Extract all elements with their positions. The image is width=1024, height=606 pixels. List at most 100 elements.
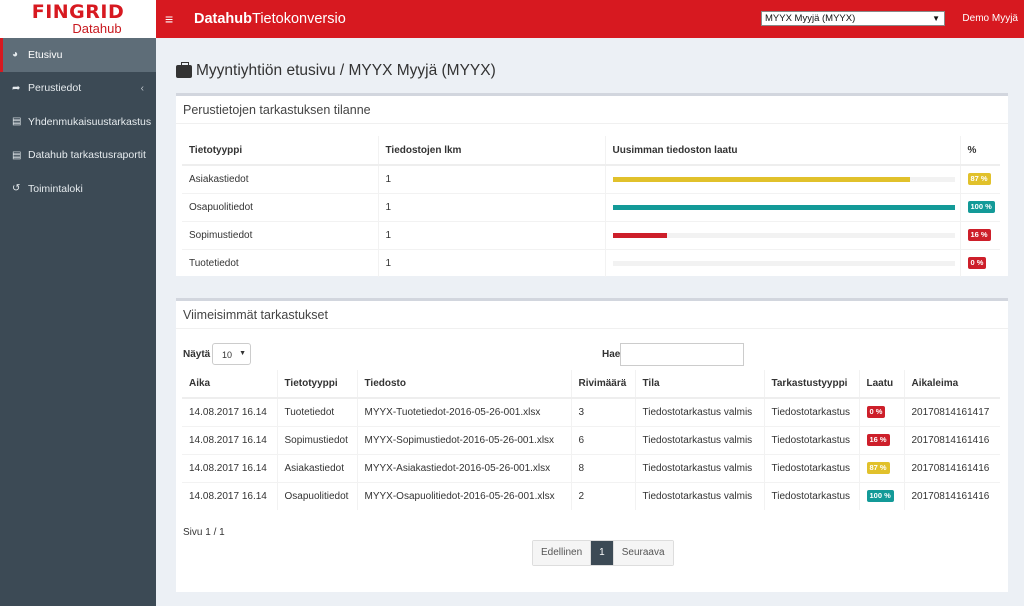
status-box-title: Perustietojen tarkastuksen tilanne [176,96,1008,124]
user-menu[interactable]: Demo Myyjä [962,13,1018,24]
status-type: Tuotetiedot [182,248,378,277]
status-quality-cell [604,164,960,193]
col-header-aika[interactable]: Aika [182,370,277,399]
quality-progress-fill [612,204,955,210]
col-header-percent: % [959,136,1000,166]
company-select[interactable]: MYYX Myyjä (MYYX) ▼ [761,11,945,26]
sidebar-item-perustiedot[interactable]: ➦ Perustiedot ‹ [0,72,156,106]
cell-tiedosto: MYYX-Osapuolitiedot-2016-05-26-001.xlsx [356,481,571,510]
quality-badge: 100 % [866,490,894,503]
fingrid-logo[interactable]: FINGRID Datahub [0,0,156,38]
status-type: Sopimustiedot [182,220,378,249]
quality-badge: 16 % [967,229,991,241]
quality-progress-bar [612,232,955,238]
recent-checks-box: Viimeisimmät tarkastukset Näytä 10 ▼ Hae… [176,298,1008,592]
hamburger-icon[interactable]: ≡ [165,11,174,27]
recent-checks-table: Aika Tietotyyppi Tiedosto Rivimäärä Tila… [182,370,1000,510]
cell-tarkastustyyppi: Tiedostotarkastus [763,397,859,426]
cell-tarkastustyyppi: Tiedostotarkastus [763,425,859,454]
status-quality-cell [604,248,960,277]
pagination-next-button[interactable]: Seuraava [613,541,673,565]
status-count: 1 [377,220,605,249]
status-table: Tietotyyppi Tiedostojen lkm Uusimman tie… [182,136,1000,277]
status-row: Sopimustiedot 1 16 % [182,220,1000,249]
search-input[interactable] [620,343,744,366]
cell-tila: Tiedostotarkastus valmis [634,453,764,482]
col-header-aikaleima[interactable]: Aikaleima [903,370,1000,399]
sidebar-item-datahub-tarkastusraportit[interactable]: ▤ Datahub tarkastusraportit [0,139,156,173]
col-header-rivimaara[interactable]: Rivimäärä [570,370,635,399]
quality-badge: 87 % [967,173,991,186]
cell-rivimaara: 3 [570,397,635,426]
cell-tiedosto: MYYX-Sopimustiedot-2016-05-26-001.xlsx [356,425,571,454]
quality-badge: 87 % [866,462,890,474]
cell-laatu: 16 % [858,425,904,454]
status-count: 1 [377,164,605,193]
share-icon: ➦ [12,82,21,94]
cell-tila: Tiedostotarkastus valmis [634,481,764,510]
page-size-value: 10 [222,350,233,360]
sidebar-item-etusivu[interactable]: ◕ Etusivu [0,38,156,72]
table-row: 14.08.2017 16.14 Osapuolitiedot MYYX-Osapu… [182,481,1000,510]
cell-rivimaara: 8 [570,453,635,482]
cell-laatu: 0 % [858,397,904,426]
quality-badge: 16 % [866,434,890,446]
cell-aika: 14.08.2017 16.14 [182,481,277,510]
status-quality-cell [604,220,960,249]
logo-subtext: Datahub [72,21,122,36]
cell-tiedosto: MYYX-Tuotetiedot-2016-05-26-001.xlsx [356,397,571,426]
status-percent-cell: 87 % [959,164,1000,193]
cell-aikaleima: 20170814161416 [903,425,1000,454]
page-info: Sivu 1 / 1 [183,527,225,538]
app-title: DatahubTietokonversio [194,11,346,27]
cell-aikaleima: 20170814161416 [903,453,1000,482]
table-row: 14.08.2017 16.14 Sopimustiedot MYYX-Sopimu… [182,425,1000,454]
col-header-tarkastustyyppi[interactable]: Tarkastustyyppi [763,370,859,399]
page-size-select[interactable]: 10 ▼ [212,343,251,365]
col-header-tiedosto[interactable]: Tiedosto [356,370,571,399]
cell-aikaleima: 20170814161416 [903,481,1000,510]
page-title-text: Myyntiyhtiön etusivu / MYYX Myyjä (MYYX) [196,62,496,79]
table-row: 14.08.2017 16.14 Tuotetiedot MYYX-Tuotetie… [182,397,1000,426]
page-title: Myyntiyhtiön etusivu / MYYX Myyjä (MYYX) [176,61,496,80]
quality-badge: 100 % [967,201,995,213]
cell-laatu: 87 % [858,453,904,482]
quality-badge: 0 % [866,406,886,419]
pagination-page-1[interactable]: 1 [590,541,614,565]
cell-tiedosto: MYYX-Asiakastiedot-2016-05-26-001.xlsx [356,453,571,482]
col-header-tila[interactable]: Tila [634,370,764,399]
cell-tarkastustyyppi: Tiedostotarkastus [763,453,859,482]
quality-badge: 0 % [967,257,987,270]
file-excel-icon: ▤ [12,116,22,128]
quality-progress-bar [612,176,955,182]
status-count: 1 [377,248,605,277]
pagination-prev-button[interactable]: Edellinen [533,541,591,565]
sidebar-item-label: Etusivu [28,48,63,61]
history-icon: ↺ [12,183,21,195]
col-header-tiedostojen-lkm: Tiedostojen lkm [377,136,605,166]
top-navbar: ≡ DatahubTietokonversio MYYX Myyjä (MYYX… [156,0,1024,38]
quality-progress-bar [612,260,955,266]
company-select-value: MYYX Myyjä (MYYX) [765,13,856,24]
sidebar-item-toimintaloki[interactable]: ↺ Toimintaloki [0,172,156,206]
cell-tila: Tiedostotarkastus valmis [634,425,764,454]
cell-laatu: 100 % [858,481,904,510]
table-controls: Näytä 10 ▼ Hae [183,343,1003,367]
pagination: Edellinen 1 Seuraava [532,540,674,566]
caret-down-icon: ▼ [932,14,940,23]
status-percent-cell: 16 % [959,220,1000,249]
cell-tila: Tiedostotarkastus valmis [634,397,764,426]
col-header-laatu[interactable]: Laatu [858,370,904,399]
col-header-tietotyyppi[interactable]: Tietotyyppi [276,370,357,399]
sidebar-item-label: Toimintaloki [28,182,83,195]
cell-tietotyyppi: Sopimustiedot [276,425,357,454]
sidebar-item-label: Yhdenmukaisuustarkastus [28,115,152,128]
status-percent-cell: 0 % [959,248,1000,277]
col-header-laatu: Uusimman tiedoston laatu [604,136,960,166]
search-label: Hae [602,349,621,360]
quality-progress-fill [612,176,911,182]
cell-tietotyyppi: Osapuolitiedot [276,481,357,510]
cell-aika: 14.08.2017 16.14 [182,453,277,482]
sidebar-item-yhdenmukaisuustarkastus[interactable]: ▤ Yhdenmukaisuustarkastus [0,105,156,139]
col-header-tietotyyppi: Tietotyyppi [182,136,378,166]
